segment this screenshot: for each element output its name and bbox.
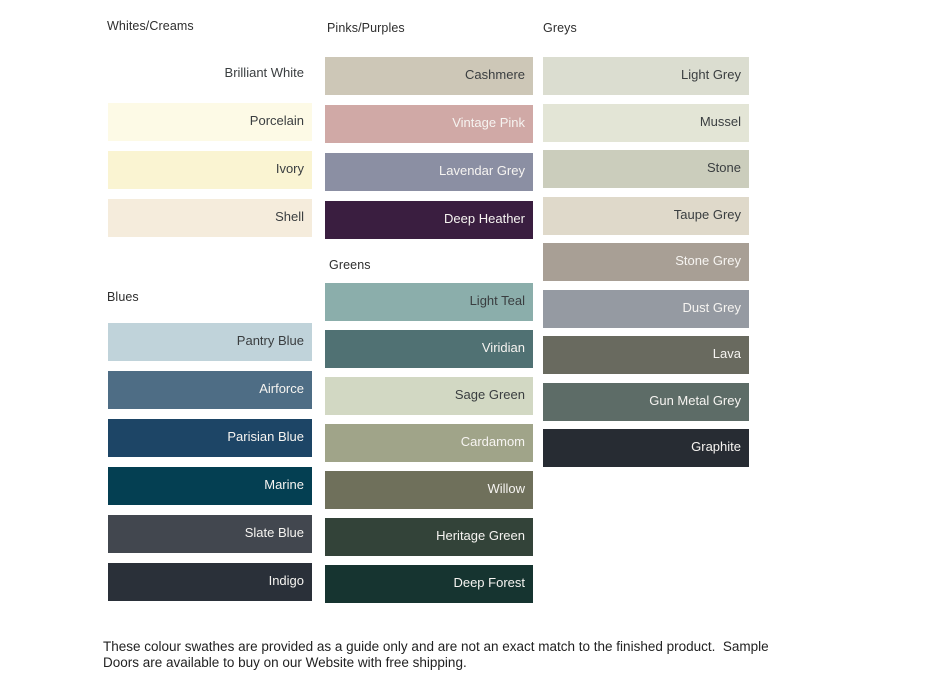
swatch-ivory: Ivory <box>108 151 312 189</box>
swatch-label: Stone Grey <box>675 253 741 268</box>
swatch-label: Deep Forest <box>453 575 525 590</box>
swatch-slate-blue: Slate Blue <box>108 515 312 553</box>
swatch-list-greens: Light Teal Viridian Sage Green Cardamom Will… <box>325 283 533 603</box>
swatch-label: Taupe Grey <box>673 206 741 222</box>
disclaimer-line-1: These colour swathes are provided as a g… <box>103 639 769 654</box>
swatch-label: Shell <box>275 209 304 224</box>
swatch-light-teal: Light Teal <box>325 283 533 321</box>
swatch-label: Vintage Pink <box>452 115 525 130</box>
swatch-taupe-grey: Taupe Grey <box>543 196 749 235</box>
swatch-label: Graphite <box>691 439 741 454</box>
swatch-label: Light Teal <box>469 293 525 308</box>
swatch-deep-heather: Deep Heather <box>325 201 533 239</box>
swatch-list-whites-creams: Brilliant White Porcelain Ivory Shell <box>108 55 312 237</box>
swatch-label: Marine <box>264 477 304 492</box>
swatch-label: Light Grey <box>681 67 741 82</box>
group-heading-whites-creams: Whites/Creams <box>107 19 194 33</box>
swatch-stone-grey: Stone Grey <box>543 243 749 281</box>
swatch-label: Airforce <box>259 381 304 396</box>
swatch-heritage-green: Heritage Green <box>325 518 533 556</box>
swatch-list-blues: Pantry Blue Airforce Parisian Blue Marine Sl… <box>108 323 312 601</box>
swatch-list-pinks-purples: Cashmere Vintage Pink Lavendar Grey Deep He… <box>325 57 533 239</box>
swatch-label: Sage Green <box>454 387 525 402</box>
swatch-willow: Willow <box>325 471 533 509</box>
swatch-label: Lava <box>712 346 741 361</box>
swatch-viridian: Viridian <box>325 330 533 368</box>
swatch-mussel: Mussel <box>543 103 749 142</box>
swatch-label: Dust Grey <box>682 299 741 315</box>
swatch-label: Ivory <box>275 161 304 176</box>
swatch-vintage-pink: Vintage Pink <box>325 105 533 143</box>
swatch-label: Cardamom <box>460 434 525 449</box>
swatch-label: Viridian <box>481 340 525 355</box>
group-heading-greens: Greens <box>329 258 371 272</box>
swatch-indigo: Indigo <box>108 563 312 601</box>
swatch-label: Mussel <box>699 113 741 129</box>
disclaimer-text: These colour swathes are provided as a g… <box>103 639 783 670</box>
group-heading-blues: Blues <box>107 290 139 304</box>
swatch-list-greys: Light Grey Mussel Stone Taupe Grey Stone Gre… <box>543 57 749 467</box>
group-heading-greys: Greys <box>543 21 577 35</box>
group-heading-pinks-purples: Pinks/Purples <box>327 21 405 35</box>
swatch-label: Gun Metal Grey <box>649 392 741 408</box>
swatch-marine: Marine <box>108 467 312 505</box>
swatch-airforce: Airforce <box>108 371 312 409</box>
swatch-lavendar-grey: Lavendar Grey <box>325 153 533 191</box>
swatch-parisian-blue: Parisian Blue <box>108 419 312 457</box>
swatch-label: Lavendar Grey <box>439 163 525 178</box>
swatch-lava: Lava <box>543 336 749 374</box>
swatch-brilliant-white: Brilliant White <box>108 55 312 93</box>
swatch-label: Parisian Blue <box>227 429 304 444</box>
swatch-light-grey: Light Grey <box>543 57 749 95</box>
swatch-dust-grey: Dust Grey <box>543 289 749 328</box>
swatch-label: Porcelain <box>249 113 304 128</box>
swatch-porcelain: Porcelain <box>108 103 312 141</box>
swatch-sage-green: Sage Green <box>325 377 533 415</box>
swatch-label: Deep Heather <box>444 211 525 226</box>
swatch-label: Pantry Blue <box>236 333 304 348</box>
swatch-cardamom: Cardamom <box>325 424 533 462</box>
swatch-label: Indigo <box>268 573 304 588</box>
swatch-stone: Stone <box>543 150 749 188</box>
swatch-cashmere: Cashmere <box>325 57 533 95</box>
swatch-shell: Shell <box>108 199 312 237</box>
swatch-pantry-blue: Pantry Blue <box>108 323 312 361</box>
swatch-deep-forest: Deep Forest <box>325 565 533 603</box>
disclaimer-line-2: Doors are available to buy on our Websit… <box>103 654 467 670</box>
swatch-label: Slate Blue <box>244 525 304 540</box>
swatch-label: Brilliant White <box>224 65 304 80</box>
swatch-label: Stone <box>707 160 741 175</box>
swatch-graphite: Graphite <box>543 429 749 467</box>
swatch-label: Heritage Green <box>436 528 525 543</box>
swatch-gun-metal-grey: Gun Metal Grey <box>543 382 749 421</box>
swatch-label: Willow <box>487 481 525 496</box>
swatch-label: Cashmere <box>465 67 525 82</box>
